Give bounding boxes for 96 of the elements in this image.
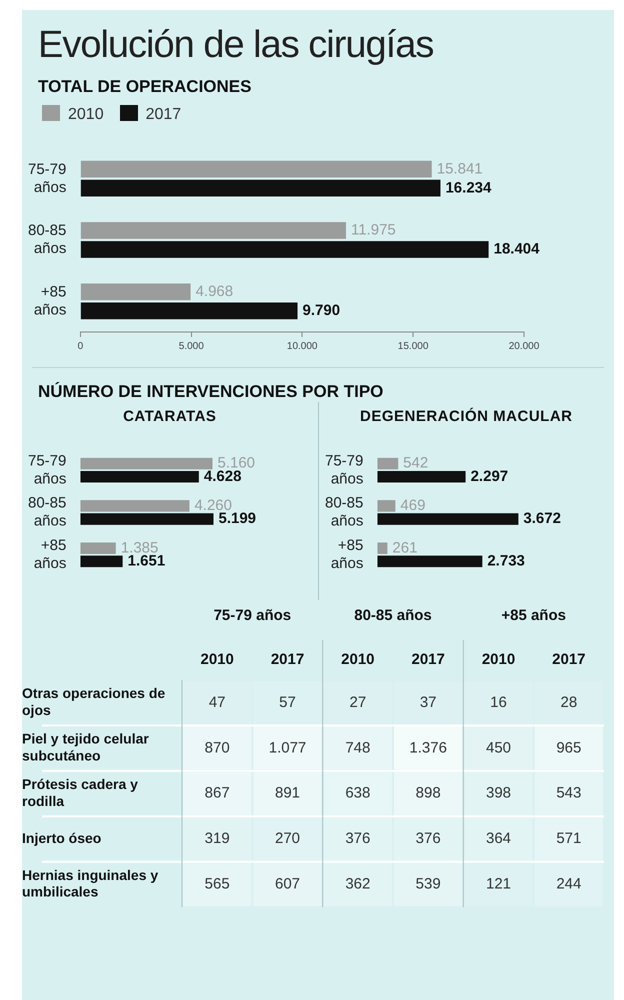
bar [80, 556, 123, 568]
x-tick-label: 2010 [200, 651, 234, 668]
data-label: 748 [345, 739, 370, 756]
chart-title: DEGENERACIÓN MACULAR [359, 408, 574, 425]
data-label: 270 [274, 830, 300, 848]
data-label: 37 [420, 694, 437, 711]
y-tick-label: 80-85 años [28, 222, 66, 258]
bar [80, 500, 190, 512]
data-label: 319 [204, 830, 230, 848]
y-tick-label: Piel y tejido celular subcutáneo [22, 730, 150, 764]
data-label: 5.199 [218, 510, 256, 528]
bar [80, 180, 440, 197]
data-label: 565 [204, 876, 230, 893]
x-tick-label: 0 [78, 340, 84, 352]
x-tick-label: 2017 [270, 651, 304, 668]
text: +85 años [501, 607, 566, 624]
data-label: 3.672 [522, 510, 560, 528]
data-label: 542 [402, 454, 428, 472]
data-label: 898 [416, 784, 441, 802]
text: 80-85 años [354, 607, 432, 624]
bar [80, 241, 489, 258]
y-tick-label: 75-79 años [28, 160, 66, 196]
data-label: 11.975 [350, 222, 396, 239]
y-tick-label: 75-79 años [28, 452, 66, 488]
data-label: 867 [204, 784, 230, 802]
data-label: 18.404 [494, 240, 540, 258]
data-label: 261 [392, 539, 417, 556]
x-tick-label: 2017 [552, 651, 586, 668]
y-tick-label: 80-85 años [324, 494, 363, 530]
y-tick-label: Injerto óseo [22, 830, 102, 846]
text: 75-79 años [214, 607, 292, 624]
x-tick-label: 2010 [341, 651, 375, 668]
y-tick-label: Otras operaciones de ojos [22, 685, 166, 718]
legend-label: 2017 [144, 105, 182, 124]
data-label: 27 [349, 694, 366, 711]
y-tick-label: +85 años [34, 536, 66, 572]
bar [80, 513, 214, 525]
data-label: 607 [274, 876, 300, 893]
data-label: 364 [486, 830, 512, 848]
data-label: 870 [204, 739, 230, 756]
bar [80, 302, 298, 320]
chart-subtitle: CATARATAS [122, 408, 218, 425]
data-label: 469 [400, 497, 425, 514]
bar [80, 542, 116, 554]
data-label: 47 [208, 694, 226, 711]
y-tick-label: +85 años [330, 536, 363, 572]
data-label: 376 [416, 830, 441, 848]
x-tick-label: 20.000 [508, 340, 540, 352]
data-label: 450 [486, 739, 512, 756]
y-tick-label: 80-85 años [28, 494, 66, 530]
data-label: 638 [345, 784, 370, 802]
data-label: 2.733 [486, 552, 524, 570]
bar [376, 458, 398, 470]
data-label: 121 [486, 876, 512, 893]
chart-title: Evolución de las cirugías [38, 24, 434, 67]
data-label: 543 [556, 784, 582, 802]
x-tick-label: 10.000 [286, 340, 318, 352]
data-label: 1.077 [268, 739, 306, 756]
bar [376, 542, 387, 554]
data-label: 16 [490, 694, 507, 711]
data-label: 539 [416, 876, 441, 893]
x-tick-label: 15.000 [398, 340, 429, 352]
data-label: 2.297 [470, 468, 508, 485]
data-label: 4.968 [196, 282, 234, 300]
data-label: 244 [556, 876, 582, 893]
bar [376, 500, 395, 512]
legend-label: 2010 [67, 105, 104, 124]
data-label: 571 [556, 830, 582, 848]
x-tick-label: 2017 [411, 651, 445, 668]
bar [376, 470, 466, 483]
bar [376, 513, 518, 525]
data-label: 376 [345, 830, 370, 848]
data-label: 57 [279, 694, 296, 711]
y-tick-label: +85 años [34, 283, 66, 318]
data-label: 9.790 [302, 302, 340, 319]
chart-subtitle: TOTAL DE OPERACIONES [38, 77, 252, 97]
x-tick-label: 5.000 [178, 340, 204, 352]
bar [80, 458, 212, 470]
data-label: 16.234 [445, 179, 492, 196]
y-tick-label: Prótesis cadera y rodilla [22, 776, 138, 809]
data-label: 28 [560, 694, 578, 711]
bar [80, 283, 191, 300]
bar [80, 470, 199, 483]
data-label: 891 [274, 784, 300, 802]
y-tick-label: Hernias inguinales y umbilicales [22, 866, 158, 900]
y-tick-label: 75-79 años [324, 452, 363, 488]
x-tick-label: 2010 [482, 651, 516, 668]
data-label: 1.376 [409, 739, 447, 756]
chart-title: NÚMERO DE INTERVENCIONES POR TIPO [38, 382, 384, 402]
data-label: 398 [486, 784, 512, 802]
bar [80, 222, 346, 239]
data-label: 15.841 [436, 160, 483, 178]
data-label: 362 [345, 876, 370, 893]
bar [376, 556, 482, 568]
bar [80, 160, 432, 178]
data-label: 965 [556, 739, 582, 756]
